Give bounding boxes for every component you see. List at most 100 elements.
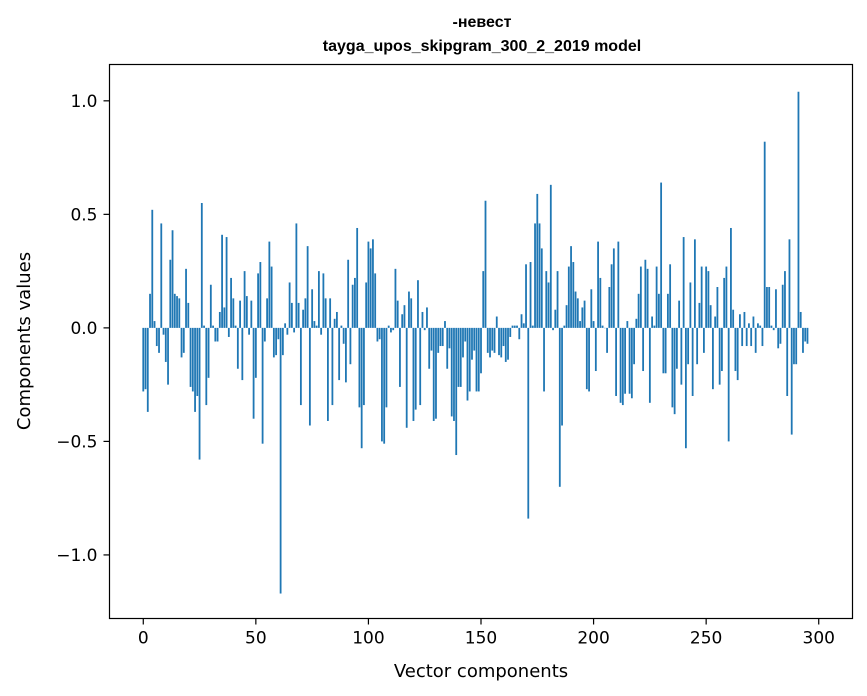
bar-63 [284,323,287,328]
bar-195 [581,307,584,328]
bar-82 [327,327,329,421]
bar-212 [619,327,622,403]
bar-161 [504,327,507,362]
bar-117 [405,327,408,428]
bar-231 [662,327,665,374]
bar-199 [590,289,593,328]
bar-101 [369,248,372,328]
bar-204 [601,325,604,328]
bar-264 [736,327,739,381]
bar-145 [468,327,471,392]
bar-41 [234,325,237,328]
bar-34 [218,311,221,328]
bar-284 [781,284,784,328]
bar-295 [806,327,809,344]
bar-151 [482,271,485,328]
y-tick-label: 0.5 [70,205,97,225]
bar-164 [511,325,514,328]
bar-283 [779,327,782,344]
bar-171 [527,327,530,519]
bar-27 [203,325,205,328]
bar-10 [164,327,167,362]
bar-134 [444,321,446,328]
y-tick-label: −0.5 [56,432,97,452]
bar-294 [804,327,807,342]
bar-215 [626,321,629,328]
bar-30 [209,284,212,328]
bar-282 [777,327,780,349]
bar-197 [585,327,588,390]
bar-49 [252,327,255,419]
bar-234 [669,264,672,328]
bar-186 [561,327,563,426]
bar-286 [786,327,789,396]
bar-107 [383,327,386,444]
bar-126 [426,307,428,328]
bar-13 [171,230,174,328]
bar-268 [745,327,748,347]
x-tick-label: 50 [245,629,267,649]
bar-6 [155,327,158,347]
bar-38 [227,327,230,337]
bar-158 [498,327,500,356]
y-axis-ticks: −1.0 −0.5 0.0 0.5 1.0 [56,92,110,566]
bar-70 [299,327,302,406]
bar-104 [376,327,379,342]
bar-253 [712,327,714,390]
bar-37 [225,237,228,328]
bar-15 [176,296,178,328]
bar-272 [754,327,757,353]
bar-242 [687,327,690,365]
bar-240 [682,237,685,328]
plot-frame [108,63,854,620]
bar-127 [428,327,431,369]
bar-179 [545,271,548,328]
bar-216 [628,327,631,394]
bar-series [142,91,809,594]
bar-99 [365,282,368,328]
bar-263 [734,327,737,372]
x-tick-label: 0 [138,629,149,649]
bar-172 [529,262,532,328]
bar-95 [356,227,359,328]
bar-175 [536,193,539,328]
bar-153 [486,327,489,353]
bar-17 [180,327,183,358]
bar-160 [502,327,505,347]
bar-235 [671,327,674,408]
bar-112 [394,268,397,328]
bar-116 [403,305,406,328]
bar-255 [716,287,719,328]
bar-148 [475,327,478,392]
bar-36 [223,307,226,328]
bar-206 [606,327,608,353]
bar-88 [340,325,343,328]
bar-59 [275,327,278,356]
bar-142 [462,327,464,358]
bar-166 [516,325,518,328]
bar-133 [441,327,444,347]
bar-139 [455,327,458,456]
bar-260 [727,327,730,442]
bar-187 [563,325,566,328]
bar-293 [802,327,804,353]
bar-269 [748,323,750,328]
bar-89 [342,327,345,344]
bar-14 [173,293,176,328]
bar-39 [230,277,232,328]
bar-217 [630,327,633,399]
bar-146 [471,327,473,360]
bar-48 [250,300,253,328]
bar-140 [457,327,460,387]
bar-277 [766,287,768,328]
bar-57 [270,266,273,328]
bar-113 [396,300,399,328]
bar-69 [297,302,300,328]
bar-122 [417,280,419,328]
bar-227 [653,325,656,328]
bar-67 [293,327,296,333]
bar-252 [709,305,712,328]
bar-52 [259,262,262,328]
bar-53 [261,327,264,444]
bar-203 [599,277,602,328]
